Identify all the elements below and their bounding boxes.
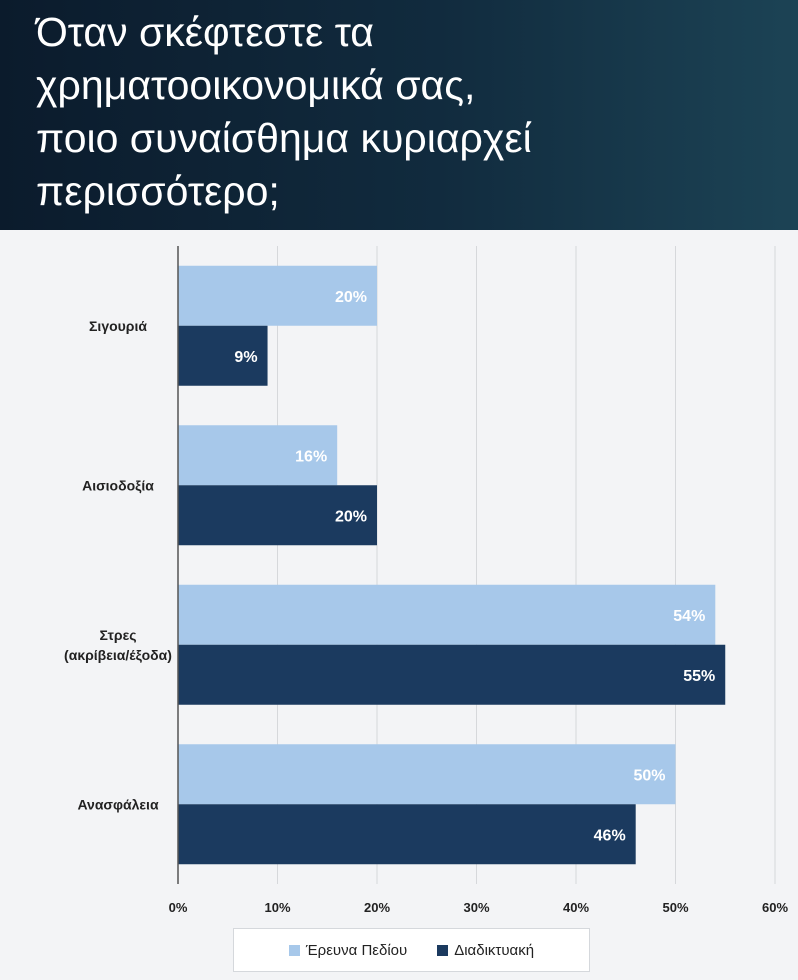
bar-data-label: 50% [633,767,665,784]
x-tick-label: 20% [364,900,390,915]
title-line-3: ποιο συναίσθημα κυριαρχεί [36,115,532,161]
title-line-4: περισσότερο; [36,168,280,214]
bar-data-label: 20% [335,508,367,525]
legend-label-online: Διαδικτυακή [454,941,535,959]
page-title: Όταν σκέφτεστε τα χρηματοοικονομικά σας,… [36,6,776,218]
chart-legend: Έρευνα Πεδίου Διαδικτυακή [233,928,590,972]
legend-label-field: Έρευνα Πεδίου [305,941,408,959]
bar-data-label: 46% [594,827,626,844]
legend-swatch-field [288,944,300,956]
category-label: Ανασφάλεια [77,796,159,812]
legend-swatch-online [437,944,449,956]
bar-data-label: 16% [295,448,327,465]
bar-data-label: 9% [234,349,257,366]
bar [178,804,636,865]
category-label: Σιγουριά [89,318,147,334]
x-tick-label: 0% [169,900,188,915]
bar [178,425,338,486]
bar [178,744,676,805]
x-tick-label: 40% [563,900,589,915]
bar-data-label: 55% [683,668,715,685]
bar [178,584,716,645]
category-label: Στρες [100,627,137,643]
legend-item-field: Έρευνα Πεδίου [288,941,408,959]
bar [178,485,377,546]
title-line-2: χρηματοοικονομικά σας, [36,62,476,108]
x-tick-label: 50% [662,900,688,915]
bar [178,325,268,386]
category-label: (ακρίβεια/έξοδα) [64,647,172,663]
x-tick-label: 10% [264,900,290,915]
bar [178,644,726,705]
legend-item-online: Διαδικτυακή [437,942,534,959]
bar-chart: 0% 10% 20% 30% 40% 50% 60% 20% 9% Σιγουριά 16% 20% Α… [64,246,788,915]
bar-data-label: 54% [673,608,705,625]
x-tick-label: 30% [463,900,489,915]
category-label: Αισιοδοξία [82,477,154,493]
title-line-1: Όταν σκέφτεστε τα [36,9,375,55]
x-tick-label: 60% [762,900,788,915]
bar [178,265,377,326]
header-banner: Όταν σκέφτεστε τα χρηματοοικονομικά σας,… [0,0,798,230]
bar-data-label: 20% [335,289,367,306]
